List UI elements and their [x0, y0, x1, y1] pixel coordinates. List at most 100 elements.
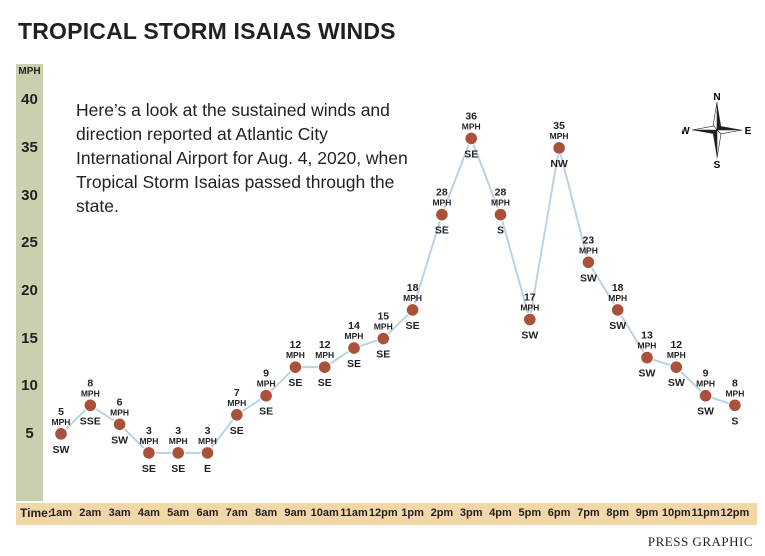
x-tick-label: 10pm — [661, 507, 691, 519]
data-unit-label: MPH — [696, 379, 715, 389]
data-point — [640, 350, 654, 365]
data-point — [669, 360, 684, 374]
wind-direction-label: SSE — [80, 415, 101, 427]
data-point — [259, 388, 273, 403]
x-tick-label: 6pm — [547, 507, 571, 519]
wind-direction-label: NW — [550, 158, 568, 170]
data-point — [317, 360, 332, 374]
data-value-label: 18 — [407, 282, 419, 294]
data-unit-label: MPH — [52, 417, 71, 427]
data-value-label: 6 — [117, 396, 123, 408]
data-value-label: 7 — [234, 387, 240, 399]
x-tick-label: 4pm — [489, 507, 512, 519]
wind-direction-label: SE — [288, 377, 302, 389]
y-axis-band — [16, 64, 43, 501]
data-value-label: 12 — [670, 339, 682, 351]
data-unit-label: MPH — [110, 407, 129, 417]
data-unit-label: MPH — [286, 350, 305, 360]
y-axis-unit: MPH — [18, 66, 41, 77]
data-point — [493, 207, 508, 222]
data-unit-label: MPH — [169, 436, 188, 446]
x-tick-label: 1am — [49, 507, 73, 519]
wind-direction-label: E — [204, 463, 211, 475]
x-tick-label: 12pm — [368, 507, 398, 519]
credit: PRESS GRAPHIC — [647, 534, 753, 549]
data-unit-label: MPH — [462, 121, 481, 131]
data-unit-label: MPH — [491, 198, 510, 208]
data-point — [288, 360, 303, 374]
data-point — [464, 131, 479, 146]
data-value-label: 3 — [146, 425, 152, 437]
wind-direction-label: SW — [521, 329, 538, 341]
y-tick-label: 30 — [21, 186, 38, 204]
y-tick-label: 35 — [21, 138, 38, 156]
x-tick-label: 8am — [255, 507, 278, 519]
wind-direction-label: SW — [111, 434, 128, 446]
data-value-label: 28 — [436, 187, 448, 199]
data-unit-label: MPH — [374, 322, 393, 332]
data-unit-label: MPH — [198, 436, 217, 446]
x-tick-label: 7pm — [577, 507, 600, 519]
wind-direction-label: SW — [697, 406, 714, 418]
wind-direction-label: SE — [406, 320, 420, 332]
data-point — [171, 446, 185, 460]
data-value-label: 15 — [377, 311, 389, 323]
wind-direction-label: S — [731, 415, 738, 427]
x-tick-label: 12pm — [720, 507, 750, 519]
data-value-label: 17 — [524, 291, 536, 303]
x-tick-label: 2pm — [430, 507, 454, 519]
data-point — [112, 417, 127, 432]
data-unit-label: MPH — [139, 436, 158, 446]
data-value-label: 12 — [290, 339, 302, 351]
series-line — [60, 135, 736, 454]
data-value-label: 36 — [465, 110, 477, 122]
data-unit-label: MPH — [725, 388, 744, 398]
x-tick-label: 7am — [225, 507, 248, 519]
wind-direction-label: SE — [318, 377, 332, 389]
wind-direction-label: SE — [464, 148, 478, 160]
wind-direction-label: S — [497, 225, 504, 237]
y-tick-label: 10 — [21, 377, 38, 395]
data-value-label: 3 — [205, 425, 211, 437]
data-value-label: 8 — [732, 377, 738, 389]
data-unit-label: MPH — [579, 245, 598, 255]
data-value-label: 5 — [58, 406, 64, 418]
compass-n: N — [713, 92, 720, 103]
data-point — [552, 141, 566, 155]
data-point — [698, 388, 713, 403]
data-unit-label: MPH — [638, 341, 657, 351]
data-value-label: 9 — [263, 368, 269, 380]
data-value-label: 28 — [495, 187, 507, 199]
wind-direction-label: SE — [347, 358, 361, 370]
data-point — [230, 407, 244, 422]
chart-title: TROPICAL STORM ISAIAS WINDS — [18, 18, 396, 44]
x-axis-band — [16, 503, 757, 525]
data-unit-label: MPH — [432, 198, 451, 208]
x-tick-label: 9pm — [635, 507, 659, 519]
wind-direction-label: SE — [259, 406, 273, 418]
y-tick-label: 15 — [21, 329, 38, 347]
data-point — [54, 427, 68, 441]
x-tick-label: 10am — [310, 507, 339, 519]
data-unit-label: MPH — [345, 331, 364, 341]
wind-direction-label: SW — [53, 444, 70, 456]
wind-direction-label: SE — [171, 463, 185, 475]
data-value-label: 35 — [553, 120, 565, 132]
wind-direction-label: SW — [668, 377, 685, 389]
data-point — [142, 446, 156, 460]
wind-direction-label: SE — [142, 463, 156, 475]
data-value-label: 23 — [583, 234, 595, 246]
data-value-label: 12 — [319, 339, 331, 351]
data-value-label: 3 — [175, 425, 181, 437]
data-point — [376, 331, 391, 346]
x-tick-label: 2am — [79, 507, 102, 519]
data-unit-label: MPH — [520, 302, 539, 312]
wind-direction-label: SW — [609, 320, 626, 332]
data-unit-label: MPH — [608, 293, 627, 303]
data-point — [581, 255, 596, 270]
data-unit-label: MPH — [403, 293, 422, 303]
data-unit-label: MPH — [227, 398, 246, 408]
data-value-label: 14 — [348, 320, 360, 332]
data-value-label: 18 — [612, 282, 624, 294]
y-tick-label: 5 — [25, 424, 34, 442]
